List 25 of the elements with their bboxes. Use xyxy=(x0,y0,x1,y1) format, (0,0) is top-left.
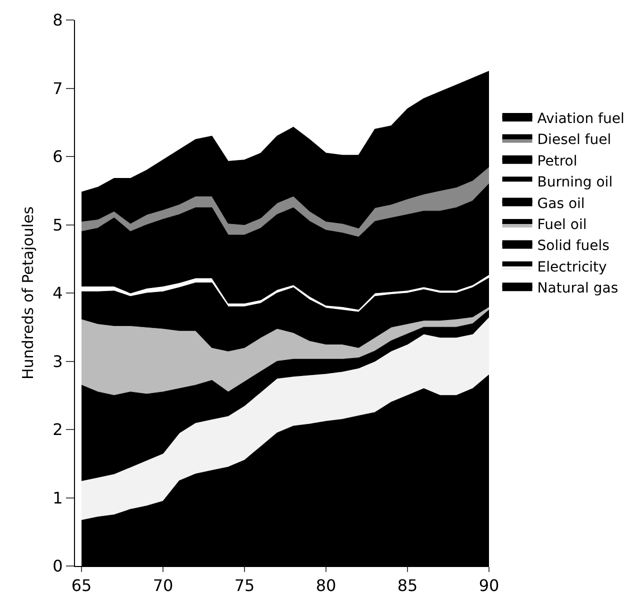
y-tick-label: 5 xyxy=(52,215,63,234)
legend-label: Petrol xyxy=(537,153,578,170)
x-tick-label: 85 xyxy=(397,576,418,596)
legend-label: Burning oil xyxy=(537,174,613,191)
y-tick-label: 3 xyxy=(52,352,63,371)
x-tick-label: 75 xyxy=(234,576,255,596)
legend-label: Natural gas xyxy=(537,280,618,297)
legend-label: Electricity xyxy=(537,259,607,276)
y-axis-title: Hundreds of Petajoules xyxy=(18,206,37,380)
y-tick-label: 6 xyxy=(52,147,63,166)
y-tick-label: 7 xyxy=(52,78,63,98)
x-tick-label: 90 xyxy=(478,576,500,596)
legend-label: Gas oil xyxy=(537,196,585,212)
x-tick-label: 65 xyxy=(71,576,92,596)
y-tick-label: 0 xyxy=(52,556,63,576)
y-tick-label: 8 xyxy=(52,10,63,30)
y-tick-label: 4 xyxy=(52,284,63,303)
y-tick-label: 1 xyxy=(52,488,63,508)
y-tick-label: 2 xyxy=(52,420,63,440)
legend-label: Diesel fuel xyxy=(537,132,612,148)
legend-label: Solid fuels xyxy=(537,238,610,254)
legend-label: Aviation fuel xyxy=(537,110,624,127)
x-tick-label: 80 xyxy=(316,576,336,596)
legend-label: Fuel oil xyxy=(537,216,587,233)
x-tick-label: 70 xyxy=(152,576,174,596)
